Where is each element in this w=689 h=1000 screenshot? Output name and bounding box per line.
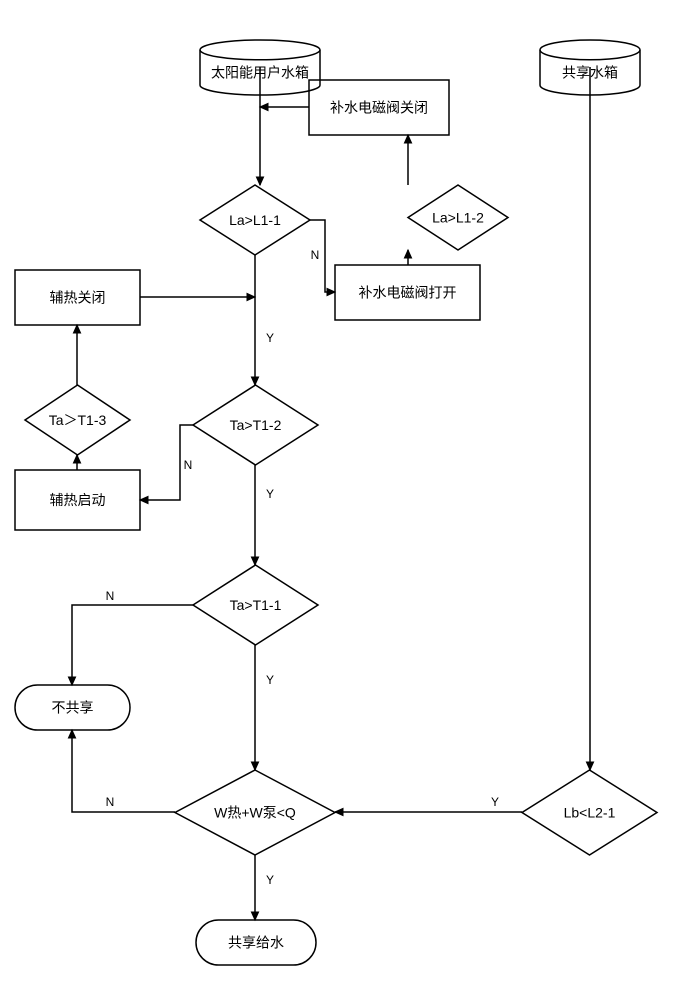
edge-tank_share-d_lb_l21: [586, 67, 593, 770]
edge-d_ta_t13-aux_off: [73, 325, 80, 385]
edge-d_wwq-t_share: Y: [251, 855, 274, 920]
node-aux_on: 辅热启动: [15, 470, 140, 530]
edge-label: N: [106, 589, 115, 603]
edge-d_la_l11-valve_open: N: [310, 220, 335, 296]
node-d_ta_t13: Ta＞T1-3: [25, 385, 130, 455]
node-t_noshare: 不共享: [15, 685, 130, 730]
edge-valve_close-dst: [260, 103, 309, 110]
node-label: 补水电磁阀关闭: [330, 100, 428, 116]
node-aux_off: 辅热关闭: [15, 270, 140, 325]
node-d_lb_l21: Lb<L2-1: [522, 770, 657, 855]
edge-label: N: [184, 458, 193, 472]
node-label: La>L1-2: [432, 210, 484, 226]
edge-label: Y: [266, 331, 274, 345]
edge-label: N: [311, 248, 320, 262]
node-d_wwq: W热+W泵<Q: [175, 770, 335, 855]
edge-d_ta_t11-t_noshare: N: [68, 589, 193, 685]
node-label: La>L1-1: [229, 212, 281, 228]
edge-valve_open-d_la_l12: [404, 250, 411, 265]
edge-label: Y: [266, 673, 274, 687]
edge-label: Y: [266, 487, 274, 501]
edge-d_wwq-t_noshare: N: [68, 730, 175, 812]
edge-d_ta_t11-d_wwq: Y: [251, 645, 274, 770]
node-d_la_l12: La>L1-2: [408, 185, 508, 250]
node-label: 辅热关闭: [50, 290, 106, 306]
node-label: W热+W泵<Q: [214, 805, 296, 821]
node-label: 辅热启动: [50, 492, 106, 508]
edge-label: Y: [491, 795, 499, 809]
node-t_share: 共享给水: [196, 920, 316, 965]
node-label: 补水电磁阀打开: [359, 285, 457, 301]
node-label: Ta＞T1-3: [49, 412, 107, 428]
node-valve_close: 补水电磁阀关闭: [309, 80, 449, 135]
node-label: Ta>T1-2: [230, 417, 282, 433]
edge-aux_on-d_ta_t13: [73, 455, 80, 470]
edge-aux_off-dst: [140, 293, 255, 300]
node-label: Ta>T1-1: [230, 597, 282, 613]
edge-d_lb_l21-d_wwq: Y: [335, 795, 522, 816]
node-label: 不共享: [52, 700, 94, 716]
node-label: 共享给水: [228, 935, 284, 951]
node-d_ta_t11: Ta>T1-1: [193, 565, 318, 645]
node-d_ta_t12: Ta>T1-2: [193, 385, 318, 465]
node-d_la_l11: La>L1-1: [200, 185, 310, 255]
edge-tank_solar-d_la_l11: [256, 67, 263, 185]
edge-label: N: [106, 795, 115, 809]
edge-d_ta_t12-d_ta_t11: Y: [251, 465, 274, 565]
node-label: Lb<L2-1: [564, 805, 616, 821]
node-valve_open: 补水电磁阀打开: [335, 265, 480, 320]
edge-d_la_l11-d_ta_t12: Y: [251, 255, 274, 385]
edge-d_la_l12-valve_close: [404, 135, 411, 185]
edge-label: Y: [266, 873, 274, 887]
edge-d_ta_t12-aux_on: N: [140, 425, 193, 504]
